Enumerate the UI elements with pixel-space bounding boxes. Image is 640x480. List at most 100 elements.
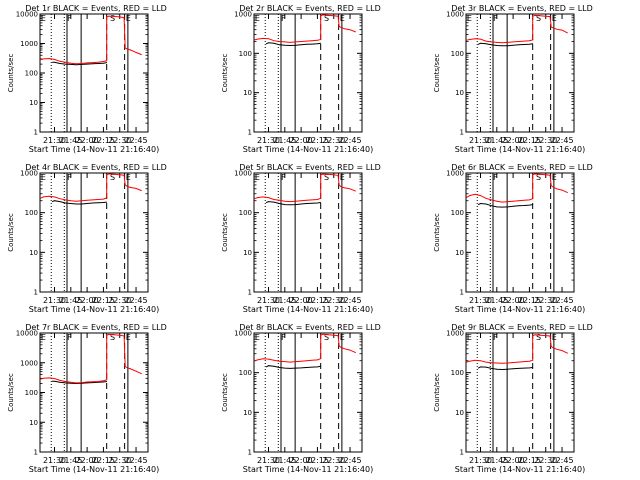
data-point-lld <box>317 199 318 200</box>
detector-panel-6: Det 6r BLACK = Events, RED = LLD 1 10 100 10… <box>433 163 593 314</box>
data-point-lld <box>550 346 552 347</box>
x-tick-label: 22:15 <box>306 296 329 305</box>
x-tick-label: 21:45 <box>273 136 296 145</box>
x-tick-label: 22:00 <box>290 296 313 305</box>
series-line-lld <box>40 173 142 202</box>
data-point-lld <box>545 174 547 176</box>
data-point-lld <box>469 360 470 362</box>
data-point-events <box>491 44 492 46</box>
data-point-events <box>106 201 108 203</box>
data-point-lld <box>529 40 530 42</box>
y-tick-label: 100 <box>25 209 38 217</box>
y-tick-label: 10000 <box>16 11 38 19</box>
data-point-lld <box>322 333 324 335</box>
data-point-events <box>265 43 267 45</box>
data-point-lld <box>65 381 66 382</box>
data-point-events <box>317 43 318 45</box>
y-tick-label: 100 <box>239 209 252 217</box>
x-tick-label: 21:30 <box>469 456 492 465</box>
data-point-lld <box>561 189 563 191</box>
data-point-events <box>300 203 302 205</box>
data-point-lld <box>534 173 536 175</box>
plot-frame <box>39 332 149 453</box>
data-point-events <box>311 202 313 204</box>
series-line-lld <box>466 173 568 203</box>
data-point-lld <box>320 39 322 40</box>
data-point-events <box>54 61 55 63</box>
x-tick-label: 22:15 <box>92 296 115 305</box>
data-point-lld <box>317 39 318 41</box>
x-axis-label: Start Time (14-Nov-11 21:16:40) <box>243 305 373 314</box>
data-point-lld <box>556 188 557 190</box>
data-point-lld <box>466 197 467 199</box>
detector-panel-1: Det 1r BLACK = Events, RED = LLD 1 10 100 10… <box>7 4 167 154</box>
data-point-events <box>320 42 322 44</box>
data-point-lld <box>539 334 541 336</box>
y-tick-label: 1000 <box>20 40 38 48</box>
data-point-lld <box>550 26 552 28</box>
data-point-lld <box>40 59 41 61</box>
data-point-lld <box>141 54 142 55</box>
y-tick-label: 10 <box>243 409 252 417</box>
x-tick-label: 21:45 <box>273 296 296 305</box>
y-tick-label: 1 <box>460 449 464 457</box>
data-point-events <box>507 368 509 370</box>
data-point-lld <box>123 17 125 19</box>
data-point-events <box>70 64 72 65</box>
data-point-events <box>485 43 487 45</box>
x-tick-label: 22:00 <box>502 296 525 305</box>
data-point-lld <box>338 26 340 27</box>
data-point-lld <box>289 361 291 363</box>
data-point-lld <box>333 174 335 176</box>
data-point-lld <box>300 200 302 202</box>
data-point-lld <box>556 348 557 350</box>
data-point-lld <box>279 199 280 201</box>
x-tick-label: 21:30 <box>469 296 492 305</box>
data-point-events <box>501 369 503 370</box>
data-point-lld <box>491 41 492 43</box>
data-point-events <box>317 202 318 204</box>
data-point-lld <box>567 192 568 194</box>
data-point-events <box>523 205 525 206</box>
series-line-events <box>52 61 107 66</box>
data-point-events <box>532 204 534 206</box>
data-point-lld <box>108 334 110 335</box>
data-point-lld <box>124 366 126 367</box>
data-point-events <box>106 381 108 382</box>
data-point-lld <box>284 41 286 43</box>
plot-frame <box>465 332 575 453</box>
data-point-lld <box>59 60 61 62</box>
data-point-lld <box>491 199 492 201</box>
data-point-lld <box>92 62 93 63</box>
x-tick-label: 22:30 <box>322 136 345 145</box>
data-point-events <box>480 203 481 204</box>
data-point-events <box>477 43 479 45</box>
data-point-lld <box>81 63 83 64</box>
marker-letter: E <box>552 14 557 23</box>
data-point-events <box>496 45 498 46</box>
x-tick-label: 21:30 <box>43 456 66 465</box>
data-point-events <box>501 206 503 208</box>
data-point-events <box>265 366 267 368</box>
data-point-events <box>59 201 61 203</box>
data-point-events <box>70 382 72 384</box>
data-point-lld <box>344 348 345 350</box>
plot-frame <box>39 13 149 133</box>
data-point-lld <box>512 362 514 363</box>
marker-letter: S <box>324 173 329 182</box>
data-point-lld <box>106 197 108 199</box>
data-point-events <box>512 44 514 46</box>
data-point-events <box>51 61 53 63</box>
data-point-lld <box>469 39 470 40</box>
data-point-lld <box>103 61 104 62</box>
x-tick-label: 22:45 <box>125 456 148 465</box>
x-axis-label: Start Time (14-Nov-11 21:16:40) <box>455 305 585 314</box>
y-tick-label: 1 <box>248 449 252 457</box>
data-point-lld <box>327 174 329 175</box>
data-point-lld <box>355 31 356 33</box>
data-point-events <box>284 44 286 46</box>
data-point-lld <box>474 193 476 195</box>
x-tick-label: 22:30 <box>534 296 557 305</box>
data-point-lld <box>43 377 44 379</box>
data-point-lld <box>320 334 322 336</box>
